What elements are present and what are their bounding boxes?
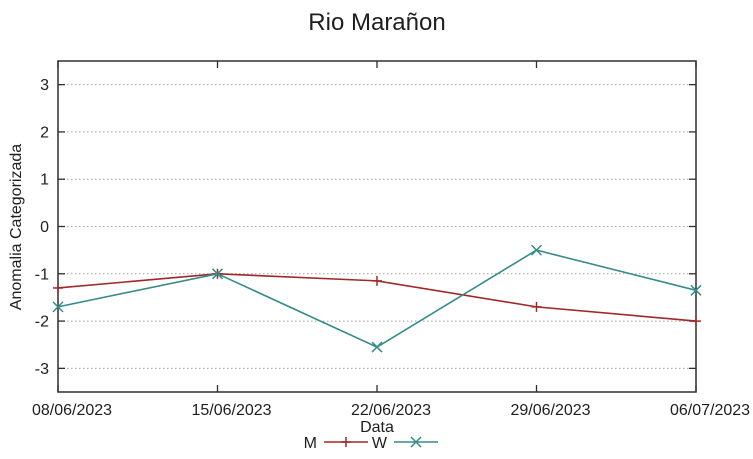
- marker-stroke: [690, 284, 702, 296]
- series-m-marker: [531, 301, 542, 312]
- y-tick-label: 3: [40, 77, 49, 94]
- marker-stroke: [211, 268, 224, 280]
- legend-marker-sample: [341, 437, 351, 447]
- legend-label-w: W: [372, 435, 388, 452]
- x-tick-label: 08/06/2023: [32, 402, 112, 419]
- series-m-marker: [691, 316, 701, 327]
- marker-stroke: [410, 436, 422, 448]
- series-m-marker: [372, 275, 382, 286]
- series-w-marker: [52, 301, 64, 313]
- x-tick-label: 15/06/2023: [191, 402, 271, 419]
- y-axis-label: Anomalia Categorizada: [8, 144, 25, 310]
- plot-border: [57, 60, 697, 393]
- x-tick-label: 06/07/2023: [670, 402, 750, 419]
- series-w-marker: [530, 244, 543, 256]
- y-tick-label: -1: [35, 266, 49, 283]
- x-tick-label: 22/06/2023: [351, 402, 431, 419]
- y-tick-label: -2: [35, 314, 49, 331]
- series-w-marker: [211, 268, 224, 280]
- marker-stroke: [530, 244, 543, 256]
- x-axis-label: Data: [360, 419, 394, 436]
- chart-title: Rio Marañon: [308, 9, 445, 36]
- x-tick-label: 29/06/2023: [510, 402, 590, 419]
- y-tick-label: 1: [40, 172, 49, 189]
- y-tick-label: -3: [35, 361, 49, 378]
- y-tick-label: 2: [40, 124, 49, 141]
- series-w-marker: [371, 341, 383, 353]
- y-tick-label: 0: [40, 219, 49, 236]
- marker-stroke: [371, 341, 383, 353]
- series-w-marker: [690, 284, 702, 296]
- marker-stroke: [52, 301, 64, 313]
- series-w-line: [57, 249, 697, 348]
- legend-marker-sample: [410, 436, 422, 448]
- legend-label-m: M: [304, 435, 317, 452]
- plot-area: -3 -2 -1 0 1 2 3 08/06/2023 15/06/2023 22/06/2023…: [32, 60, 750, 419]
- series-m-marker: [53, 282, 63, 293]
